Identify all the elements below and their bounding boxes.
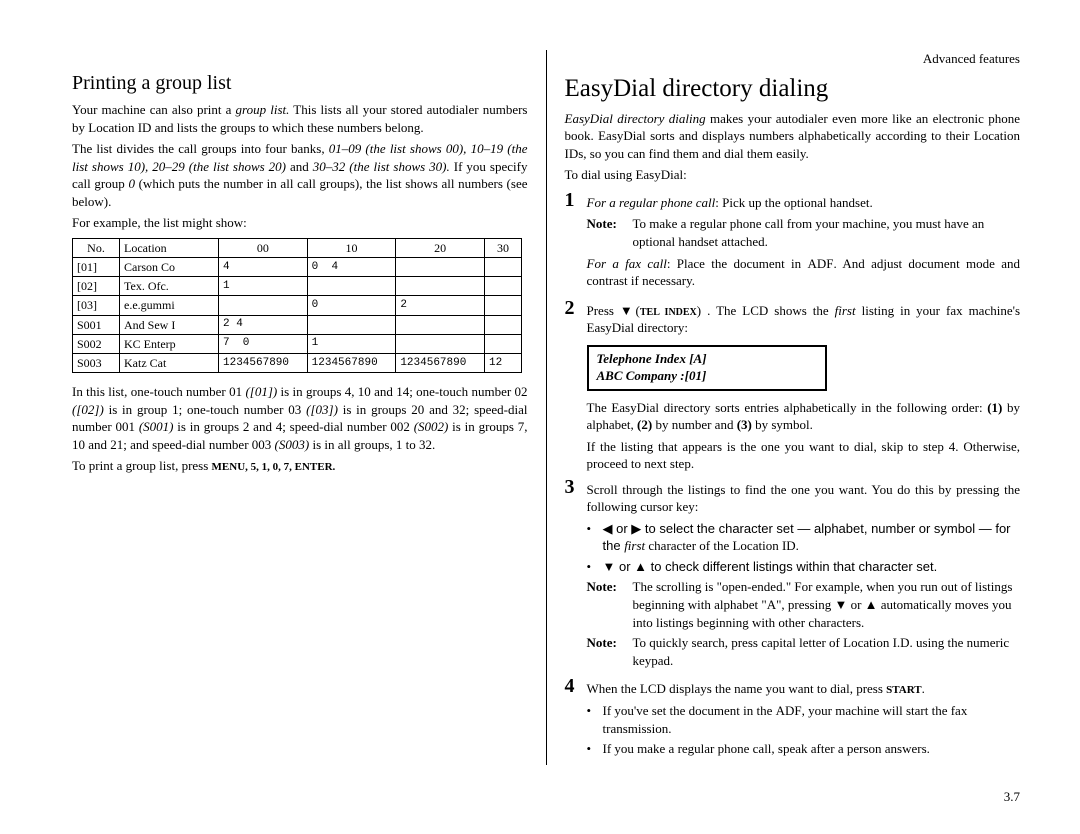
table-row: [01]Carson Co40 4 — [73, 258, 522, 277]
bullet: If you've set the document in the ADF, y… — [587, 702, 1021, 737]
lcd-display: Telephone Index [A] ABC Company :[01] — [587, 345, 827, 391]
note: Note: To make a regular phone call from … — [587, 215, 1021, 250]
th-loc: Location — [120, 238, 219, 257]
bullet: ▼ or ▲ to check different listings withi… — [587, 558, 1021, 576]
table-row: [03]e.e.gummi02 — [73, 296, 522, 315]
left-para2: The list divides the call groups into fo… — [72, 140, 528, 210]
left-para3: For example, the list might show: — [72, 214, 528, 232]
left-para5: To print a group list, press MENU, 5, 1,… — [72, 457, 528, 475]
left-heading: Printing a group list — [72, 70, 528, 97]
table-row: S002KC Enterp7 01 — [73, 334, 522, 353]
table-row: S003Katz Cat1234567890123456789012345678… — [73, 353, 522, 372]
step-1: 1 For a regular phone call: Pick up the … — [565, 190, 1021, 294]
right-heading: EasyDial directory dialing — [565, 72, 1021, 106]
step-number: 1 — [565, 190, 587, 294]
table-row: [02]Tex. Ofc.1 — [73, 277, 522, 296]
step-number: 3 — [565, 477, 587, 672]
th-20: 20 — [396, 238, 485, 257]
note: Note: To quickly search, press capital l… — [587, 634, 1021, 669]
after-lcd-1: The EasyDial directory sorts entries alp… — [587, 399, 1021, 434]
th-30: 30 — [485, 238, 522, 257]
left-para4: In this list, one-touch number 01 ([01])… — [72, 383, 528, 453]
page: Printing a group list Your machine can a… — [0, 0, 1080, 805]
bullet: ◀ or ▶ to select the character set — alp… — [587, 520, 1021, 555]
th-00: 00 — [219, 238, 308, 257]
th-10: 10 — [307, 238, 396, 257]
step-number: 4 — [565, 676, 587, 760]
bullet: If you make a regular phone call, speak … — [587, 740, 1021, 758]
step-number: 2 — [565, 298, 587, 341]
after-lcd-2: If the listing that appears is the one y… — [587, 438, 1021, 473]
step-2: 2 Press ▼(TEL INDEX) . The LCD shows the… — [565, 298, 1021, 341]
left-column: Printing a group list Your machine can a… — [72, 50, 546, 765]
group-list-table: No. Location 00 10 20 30 [01]Carson Co40… — [72, 238, 522, 373]
step-3: 3 Scroll through the listings to find th… — [565, 477, 1021, 672]
step-4: 4 When the LCD displays the name you wan… — [565, 676, 1021, 760]
right-lead: To dial using EasyDial: — [565, 166, 1021, 184]
right-intro: EasyDial directory dialing makes your au… — [565, 110, 1021, 163]
th-no: No. — [73, 238, 120, 257]
right-column: EasyDial directory dialing EasyDial dire… — [546, 50, 1021, 765]
page-number: 3.7 — [1004, 788, 1020, 806]
note: Note: The scrolling is "open-ended." For… — [587, 578, 1021, 631]
left-para1: Your machine can also print a group list… — [72, 101, 528, 136]
table-row: S001And Sew I2 4 — [73, 315, 522, 334]
